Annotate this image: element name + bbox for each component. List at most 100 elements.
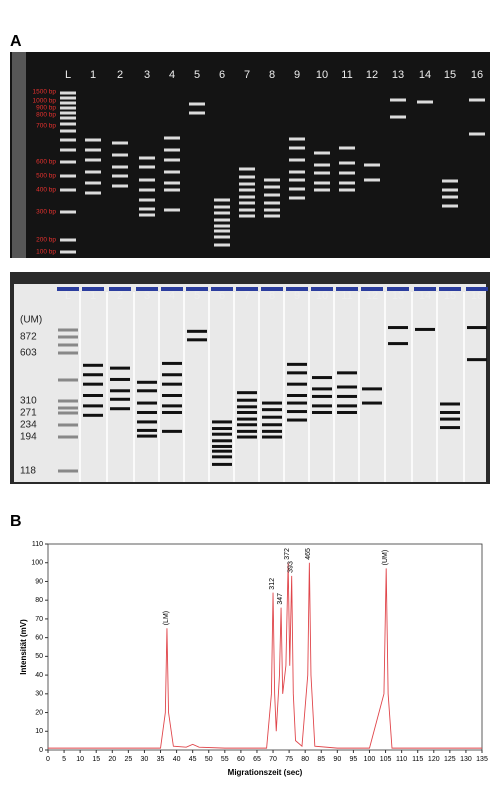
lane-label: 6 bbox=[219, 69, 225, 81]
gel-band bbox=[212, 455, 232, 459]
gel-band bbox=[237, 410, 257, 414]
gel-band bbox=[60, 91, 76, 95]
gel-band bbox=[110, 366, 130, 370]
peak-label: 393 bbox=[288, 561, 295, 573]
x-tick-label: 15 bbox=[92, 756, 100, 763]
gel-band bbox=[83, 404, 103, 408]
gel-edge bbox=[12, 52, 26, 258]
gel-band bbox=[262, 415, 282, 419]
y-tick-label: 10 bbox=[35, 728, 43, 735]
size-label: 310 bbox=[20, 396, 37, 407]
gel-band bbox=[139, 165, 155, 169]
marker-band bbox=[161, 287, 183, 291]
marker-band bbox=[361, 287, 383, 291]
lane-label: 16 bbox=[471, 69, 483, 81]
gel-band bbox=[237, 405, 257, 409]
ladder-label: 100 bp bbox=[36, 249, 56, 256]
gel-band bbox=[364, 163, 380, 167]
lane-label: 11 bbox=[341, 290, 352, 302]
panel-label: B bbox=[10, 513, 22, 530]
marker-band bbox=[311, 287, 333, 291]
gel-band bbox=[442, 188, 458, 192]
size-label: (UM) bbox=[20, 315, 42, 326]
marker-band bbox=[236, 287, 258, 291]
lane-label: 4 bbox=[169, 290, 175, 302]
gel-band bbox=[214, 211, 230, 215]
gel-band bbox=[164, 188, 180, 192]
lane-label: L bbox=[65, 69, 71, 81]
y-tick-label: 70 bbox=[35, 616, 43, 623]
ladder-label: 600 bp bbox=[36, 159, 56, 166]
gel-band bbox=[112, 165, 128, 169]
gel-band bbox=[137, 420, 157, 424]
gel-band bbox=[364, 178, 380, 182]
gel-band bbox=[314, 188, 330, 192]
gel-band bbox=[110, 407, 130, 411]
gel-band bbox=[239, 195, 255, 199]
gel-band bbox=[287, 371, 307, 375]
gel-band bbox=[58, 406, 78, 410]
x-tick-label: 60 bbox=[237, 756, 245, 763]
marker-band bbox=[466, 287, 488, 291]
gel-band bbox=[337, 410, 357, 414]
gel-band bbox=[60, 238, 76, 242]
gel-band bbox=[237, 398, 257, 402]
gel-band bbox=[212, 439, 232, 443]
gel-band bbox=[85, 181, 101, 185]
gel-band bbox=[212, 427, 232, 431]
ladder-label: 1000 bp bbox=[33, 98, 57, 105]
x-tick-label: 75 bbox=[285, 756, 293, 763]
y-tick-label: 20 bbox=[35, 709, 43, 716]
gel-band bbox=[388, 342, 408, 346]
trace bbox=[48, 562, 482, 749]
lane-label: 10 bbox=[316, 69, 328, 81]
y-tick-label: 40 bbox=[35, 672, 43, 679]
lane-label: 13 bbox=[392, 290, 404, 302]
x-tick-label: 130 bbox=[460, 756, 472, 763]
gel-band bbox=[312, 394, 332, 398]
gel-band bbox=[60, 148, 76, 152]
gel-band bbox=[362, 401, 382, 405]
x-tick-label: 65 bbox=[253, 756, 261, 763]
gel-band bbox=[337, 404, 357, 408]
gel-band bbox=[85, 148, 101, 152]
ladder-label: 300 bp bbox=[36, 209, 56, 216]
gel-band bbox=[212, 449, 232, 453]
gel-band bbox=[214, 218, 230, 222]
marker-band bbox=[57, 287, 79, 291]
gel-band bbox=[187, 338, 207, 342]
gel-band bbox=[314, 181, 330, 185]
gel-band bbox=[312, 376, 332, 380]
gel-band bbox=[58, 399, 78, 403]
gel-band bbox=[314, 171, 330, 175]
x-tick-label: 125 bbox=[444, 756, 456, 763]
gel-band bbox=[60, 122, 76, 126]
gel-band bbox=[214, 235, 230, 239]
lane-label: 14 bbox=[419, 69, 431, 81]
gel-band bbox=[60, 106, 76, 110]
gel-band bbox=[83, 363, 103, 367]
y-tick-label: 90 bbox=[35, 578, 43, 585]
gel-band bbox=[162, 394, 182, 397]
marker-band bbox=[439, 287, 461, 291]
gel-band bbox=[262, 401, 282, 405]
lane-label: 9 bbox=[294, 290, 300, 302]
gel-band bbox=[339, 171, 355, 175]
gel-band bbox=[314, 151, 330, 155]
lane-label: L bbox=[65, 290, 71, 302]
gel-band bbox=[339, 161, 355, 165]
gel-band bbox=[83, 373, 103, 377]
gel-band bbox=[137, 428, 157, 432]
gel-band bbox=[289, 170, 305, 174]
gel-band bbox=[58, 411, 78, 415]
gel-band bbox=[137, 434, 157, 438]
gel-band bbox=[264, 193, 280, 197]
lane-label: 1 bbox=[90, 290, 96, 302]
x-tick-label: 20 bbox=[108, 756, 116, 763]
x-tick-label: 50 bbox=[205, 756, 213, 763]
gel-band bbox=[440, 417, 460, 421]
lane-label: 16 bbox=[471, 290, 483, 302]
gel-band bbox=[162, 404, 182, 408]
x-tick-label: 10 bbox=[76, 756, 84, 763]
